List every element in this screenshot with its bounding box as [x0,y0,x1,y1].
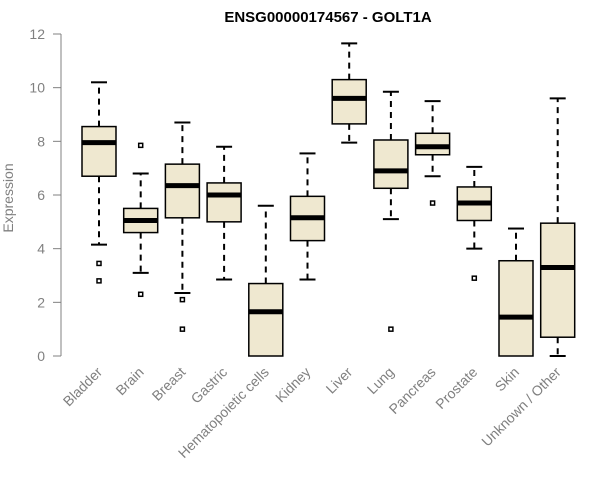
box [81,125,117,177]
box [373,139,409,190]
y-tick-label-10: 10 [29,80,45,96]
x-label-kidney: Kidney [272,364,314,406]
box-group-unknown-other [539,97,576,357]
box [414,132,451,156]
plot-area [81,42,576,357]
box-group-lung [373,90,409,332]
y-tick-label-12: 12 [29,26,45,42]
box-group-pancreas [414,100,451,206]
outlier-point [179,296,186,303]
y-tick-label-4: 4 [37,241,45,257]
outlier-point [388,326,394,332]
box-group-breast [164,121,201,332]
box [206,182,242,223]
x-label-unknown-other: Unknown / Other [478,364,564,450]
box-group-kidney [289,152,326,281]
box [539,222,576,338]
y-tick-label-8: 8 [37,133,45,149]
outlier-point [137,291,144,298]
box-group-brain [122,142,159,298]
box-group-bladder [81,81,117,284]
box-group-gastric [206,145,242,281]
x-label-breast: Breast [149,364,189,404]
x-label-prostate: Prostate [432,364,480,412]
y-tick-label-0: 0 [37,348,45,364]
box [164,163,201,219]
outlier-point [137,142,144,149]
y-axis-title: Expression [0,163,16,232]
outlier-point [96,260,102,267]
chart-title: ENSG00000174567 - GOLT1A [224,9,431,26]
outlier-point [96,278,102,284]
outlier-point [429,200,436,206]
box-group-skin [498,227,534,357]
box [498,259,534,357]
y-axis-ticks: 0 2 4 6 8 10 12 [29,26,61,364]
box-group-prostate [456,165,493,281]
outlier-point [179,326,186,332]
box [248,282,284,357]
x-label-liver: Liver [323,364,356,397]
box [331,78,367,125]
x-label-brain: Brain [112,364,146,398]
y-tick-label-2: 2 [37,294,45,310]
box-group-liver [331,42,367,144]
y-tick-label-6: 6 [37,187,45,203]
x-label-skin: Skin [492,364,523,395]
box-group-hematopoietic-cells [248,204,284,357]
x-label-lung: Lung [364,364,397,397]
x-label-bladder: Bladder [60,364,106,410]
outlier-point [471,275,478,281]
